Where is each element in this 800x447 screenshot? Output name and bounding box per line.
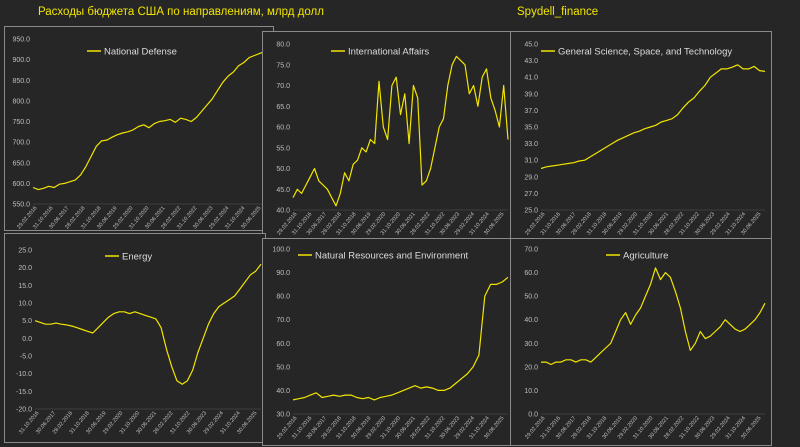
y-tick-label: 27.0	[524, 191, 538, 198]
y-tick-label: 20.0	[18, 265, 32, 272]
y-tick-label: 60.0	[524, 270, 538, 277]
y-tick-label: 70.0	[276, 83, 290, 90]
chart-panel-general-science: 25.0 27.0 29.0 31.0 33.0 35.0 37.0 39.0 41.0 43.0…	[510, 31, 772, 239]
chart-panel-agriculture: 0.0 10.0 20.0 30.0 40.0 50.0 60.0 70.0 29.02.201…	[510, 238, 772, 446]
chart-panel-national-defense: 550.0 600.0 650.0 700.0 750.0 800.0 850.0 900.0…	[4, 26, 274, 231]
chart-svg: 30.040.050.060.070.080.090.0100.029.02.2…	[272, 247, 509, 440]
chart-svg: 550.0 600.0 650.0 700.0 750.0 800.0 850.0 900.0…	[12, 37, 266, 230]
y-tick-label: 600.0	[12, 181, 30, 188]
series-line	[34, 263, 262, 385]
y-tick-label: 45.0	[524, 42, 538, 49]
y-tick-label: 50.0	[524, 294, 538, 301]
chart-svg: 25.0 27.0 29.0 31.0 33.0 35.0 37.0 39.0 41.0 43.0…	[524, 42, 766, 236]
y-tick-label: 43.0	[524, 58, 538, 65]
y-tick-label: 45.0	[276, 187, 290, 194]
y-tick-label: 700.0	[12, 140, 30, 147]
y-tick-label: 31.0	[524, 158, 538, 165]
legend-label: Agriculture	[623, 250, 668, 261]
y-tick-label: 650.0	[12, 160, 30, 167]
y-tick-label: -20.0	[16, 407, 32, 414]
y-tick-label: 37.0	[524, 108, 538, 115]
y-tick-label: 10.0	[524, 388, 538, 395]
y-tick-label: 10.0	[18, 301, 32, 308]
y-tick-label: -15.0	[16, 389, 32, 396]
y-tick-label: 90.0	[276, 270, 290, 277]
y-tick-label: 75.0	[276, 62, 290, 69]
y-tick-label: 70.0	[276, 317, 290, 324]
source-label: Spydell_finance	[517, 6, 599, 18]
y-tick-label: 950.0	[12, 37, 30, 44]
y-tick-label: 550.0	[12, 202, 30, 209]
y-tick-label: 750.0	[12, 119, 30, 126]
legend-label: National Defense	[104, 46, 177, 57]
y-tick-label: 25.0	[18, 248, 32, 255]
page-title: Расходы бюджета США по направлениям, млр…	[38, 6, 324, 18]
legend-label: Energy	[122, 251, 152, 262]
legend-label: Natural Resources and Environment	[315, 250, 468, 261]
y-tick-label: 41.0	[524, 75, 538, 82]
y-tick-label: 30.0	[276, 412, 290, 419]
series-line	[32, 50, 266, 191]
y-tick-label: 60.0	[276, 341, 290, 348]
y-tick-label: 5.0	[22, 318, 32, 325]
y-tick-label: -5.0	[20, 354, 32, 361]
y-tick-label: 0.0	[22, 336, 32, 343]
chart-svg: -20.0 -15.0 -10.0 -5.0 0.0 5.0 10.0 15.0 20.0 25.…	[16, 248, 262, 435]
y-tick-label: 40.0	[524, 317, 538, 324]
y-tick-label: 100.0	[272, 247, 290, 254]
chart-panel-international-affairs: 40.0 45.0 50.0 55.0 60.0 65.0 70.0 75.0 80.0 29.0…	[262, 31, 515, 239]
y-tick-label: 850.0	[12, 78, 30, 85]
y-tick-label: 29.0	[524, 174, 538, 181]
y-tick-label: 80.0	[276, 294, 290, 301]
y-tick-label: 80.0	[276, 42, 290, 49]
series-line	[292, 55, 509, 207]
legend-label: International Affairs	[348, 46, 429, 57]
y-tick-label: 900.0	[12, 57, 30, 64]
legend-label: General Science, Space, and Technology	[558, 46, 732, 57]
y-tick-label: 0.0	[528, 412, 538, 419]
y-tick-label: -10.0	[16, 371, 32, 378]
y-tick-label: 33.0	[524, 141, 538, 148]
y-tick-label: 50.0	[276, 364, 290, 371]
chart-panel-natural-resources: 30.0 40.0 50.0 60.0 70.0 80.0 90.0 100.0 29.02.2…	[262, 238, 515, 446]
chart-svg: 40.045.050.055.060.065.070.075.080.029.0…	[276, 42, 509, 236]
chart-panel-energy: -20.0 -15.0 -10.0 -5.0 0.0 5.0 10.0 15.0 20.0 25.…	[4, 233, 266, 443]
y-tick-label: 60.0	[276, 125, 290, 132]
series-line	[541, 267, 766, 366]
y-tick-label: 20.0	[524, 364, 538, 371]
y-tick-label: 55.0	[276, 145, 290, 152]
y-tick-label: 35.0	[524, 125, 538, 132]
y-tick-label: 30.0	[524, 341, 538, 348]
y-tick-label: 800.0	[12, 98, 30, 105]
y-tick-label: 40.0	[276, 208, 290, 215]
series-line	[540, 64, 766, 170]
y-tick-label: 40.0	[276, 388, 290, 395]
y-tick-label: 65.0	[276, 104, 290, 111]
y-tick-label: 15.0	[18, 283, 32, 290]
series-line	[292, 276, 509, 401]
chart-svg: 0.010.020.030.040.050.060.070.029.02.201…	[524, 247, 766, 440]
y-tick-label: 25.0	[524, 208, 538, 215]
y-tick-label: 70.0	[524, 247, 538, 254]
y-tick-label: 50.0	[276, 166, 290, 173]
y-tick-label: 39.0	[524, 91, 538, 98]
